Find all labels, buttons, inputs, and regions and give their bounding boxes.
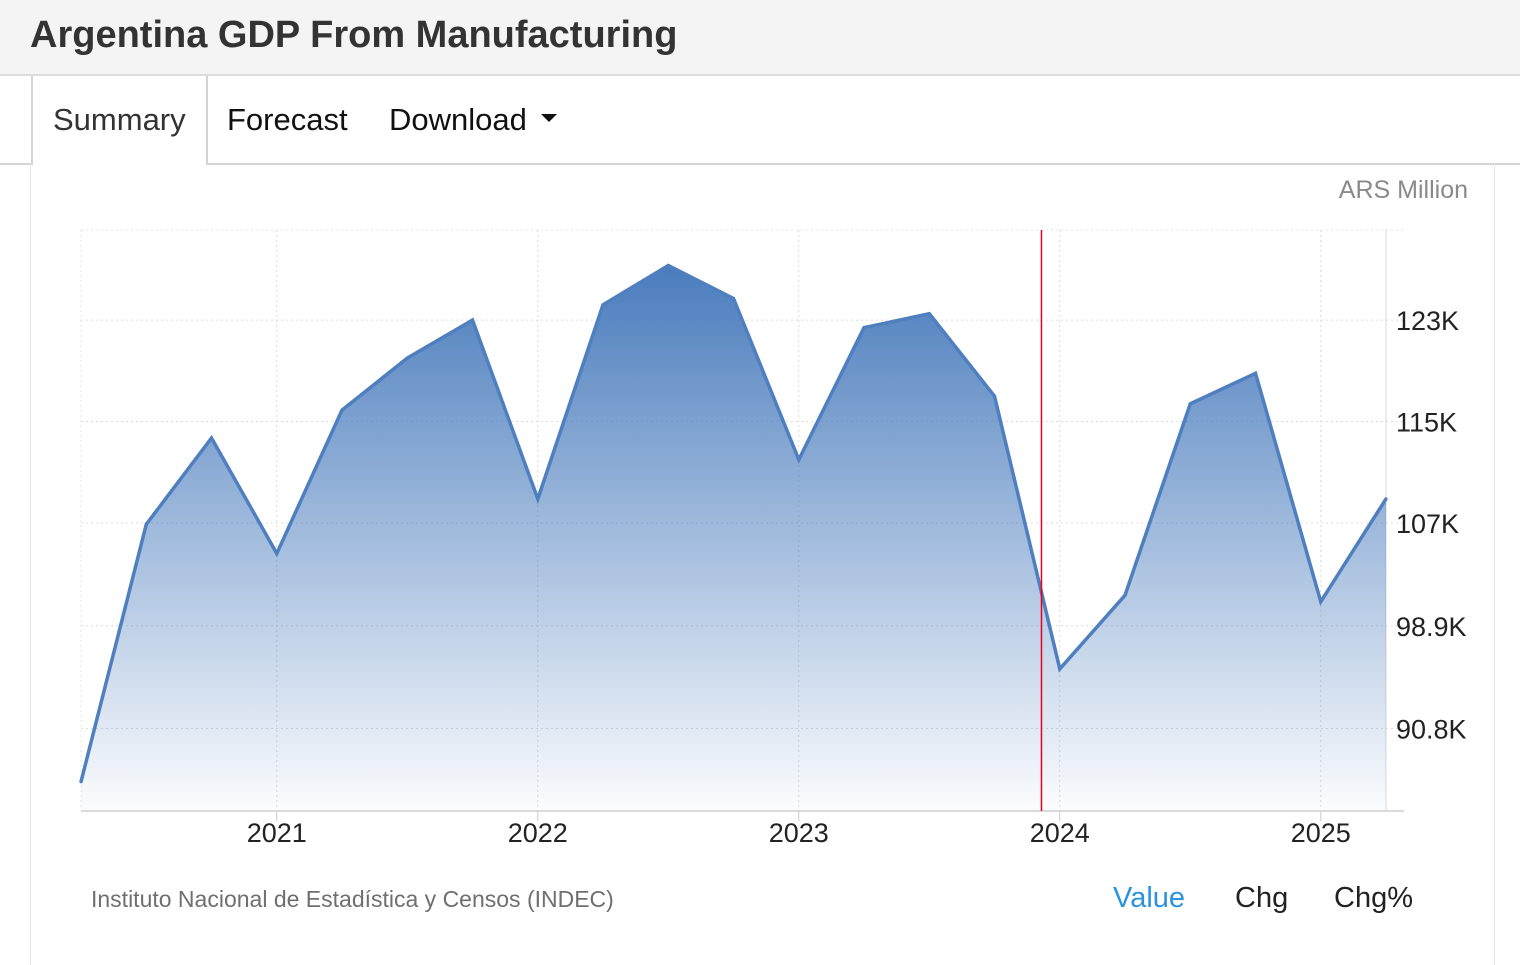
- data-point: [1384, 497, 1388, 501]
- data-point: [340, 408, 344, 412]
- data-point: [1319, 600, 1323, 604]
- data-point: [731, 296, 736, 301]
- y-tick-label: 98.9K: [1396, 612, 1467, 642]
- x-tick-label: 2021: [247, 818, 307, 848]
- data-point: [601, 303, 605, 307]
- data-point: [79, 780, 83, 784]
- page-title: Argentina GDP From Manufacturing: [30, 14, 678, 56]
- caret-down-icon: [540, 113, 557, 122]
- tab-bar: Summary Forecast Download: [0, 76, 1520, 165]
- y-tick-label: 123K: [1396, 306, 1459, 336]
- data-point: [405, 356, 409, 360]
- header-bar: Argentina GDP From Manufacturing: [0, 0, 1520, 76]
- data-point: [144, 522, 148, 526]
- mode-value-button[interactable]: Value: [1113, 882, 1186, 914]
- mode-chg-percent-button[interactable]: Chg%: [1334, 882, 1413, 914]
- data-point: [797, 458, 801, 462]
- tab-download-label: Download: [389, 102, 527, 137]
- source-note: Instituto Nacional de Estadística y Cens…: [91, 886, 614, 912]
- data-point: [1123, 593, 1127, 597]
- data-point: [470, 318, 475, 322]
- data-point: [1253, 371, 1258, 375]
- data-point: [1058, 667, 1062, 671]
- chart: 90.8K 98.9K 107K 115K 123K 2021 2022 2023 2024 20…: [79, 229, 1467, 848]
- unit-label: ARS Million: [1338, 176, 1468, 204]
- x-tick-label: 2025: [1291, 818, 1351, 848]
- y-tick-label: 115K: [1396, 408, 1457, 438]
- x-tick-label: 2023: [769, 818, 829, 848]
- data-point: [992, 394, 997, 398]
- y-tick-label: 107K: [1396, 509, 1459, 539]
- data-point: [209, 436, 214, 440]
- tab-summary[interactable]: Summary: [31, 76, 208, 165]
- y-tick-label: 90.8K: [1396, 715, 1467, 745]
- data-point: [536, 497, 540, 501]
- mode-chg-button[interactable]: Chg: [1235, 882, 1289, 914]
- data-point: [862, 326, 866, 330]
- x-tick-label: 2022: [508, 818, 568, 848]
- data-point: [275, 551, 279, 556]
- chart-panel: [30, 163, 1495, 965]
- tab-download[interactable]: Download: [389, 76, 557, 163]
- series-area-fill: [81, 265, 1386, 811]
- tab-forecast[interactable]: Forecast: [227, 102, 348, 137]
- data-point: [1188, 402, 1192, 406]
- data-point: [666, 263, 670, 268]
- x-tick-label: 2024: [1030, 818, 1090, 848]
- data-point: [927, 312, 931, 316]
